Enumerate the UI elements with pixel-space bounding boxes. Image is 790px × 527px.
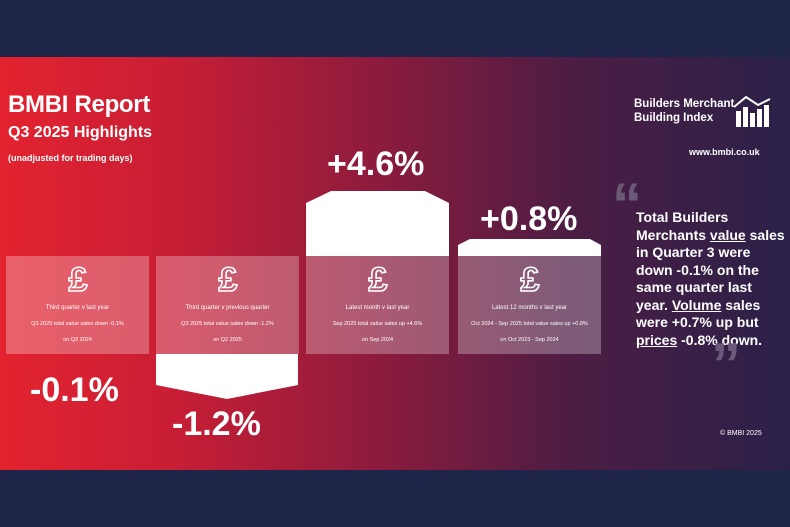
close-quote-mark: ” — [711, 331, 741, 398]
bmbi-logo: Builders Merchant Building Index — [634, 95, 771, 127]
copyright-text: © BMBI 2025 — [720, 430, 762, 437]
card-latest-month: £ Latest month v last year Sep 2025 tota… — [306, 256, 449, 354]
card-quarter-vs-last-year: £ Third quarter v last year Q3 2025 tota… — [6, 256, 149, 354]
card-description: Sep 2025 total value sales up +4.6% — [332, 321, 423, 327]
svg-text:£: £ — [68, 262, 87, 298]
report-subtitle: Q3 2025 Highlights — [8, 124, 153, 141]
pound-icon: £ — [306, 260, 449, 303]
down-arrow-previous-quarter — [156, 354, 298, 399]
card-description: Q3 2025 total value sales down -1.2% — [181, 321, 274, 327]
arrow-shapes — [156, 191, 601, 399]
pound-icon: £ — [156, 260, 299, 303]
website-link[interactable]: www.bmbi.co.uk — [689, 147, 760, 157]
value-latest-month: +4.6% — [327, 145, 425, 183]
up-arrow-latest-12-months — [458, 239, 601, 256]
hero-panel: BMBI Report Q3 2025 Highlights (unadjust… — [0, 57, 790, 470]
trading-days-note: (unadjusted for trading days) — [8, 153, 133, 163]
value-quarter-vs-last-year: -0.1% — [30, 371, 119, 409]
card-label: Third quarter v last year — [45, 305, 110, 311]
card-description: Oct 2024 - Sep 2025 total value sales up… — [471, 321, 588, 327]
pound-icon: £ — [458, 260, 601, 303]
card-label: Third quarter v previous quarter — [185, 305, 270, 311]
logo-line-2: Building Index — [634, 112, 714, 124]
card-comparison: on Q2 2025 — [213, 337, 242, 343]
pound-icon: £ — [6, 260, 149, 303]
card-latest-12-months: £ Latest 12 months v last year Oct 2024 … — [458, 256, 601, 354]
card-label: Latest month v last year — [345, 305, 410, 311]
logo-line-1: Builders Merchant — [634, 98, 735, 110]
report-title: BMBI Report — [8, 91, 151, 118]
svg-text:£: £ — [218, 262, 237, 298]
up-arrow-latest-month — [306, 191, 449, 256]
card-description: Q3 2025 total value sales down -0.1% — [31, 321, 124, 327]
value-quarter-vs-previous: -1.2% — [172, 405, 261, 443]
top-band — [0, 0, 790, 57]
building-icon — [733, 95, 771, 127]
svg-text:£: £ — [368, 262, 387, 298]
card-comparison: on Oct 2023 - Sep 2024 — [500, 337, 559, 343]
card-quarter-vs-previous: £ Third quarter v previous quarter Q3 20… — [156, 256, 299, 354]
bottom-band — [0, 470, 790, 527]
summary-quote: Total Builders Merchants value sales in … — [636, 209, 785, 348]
svg-text:£: £ — [520, 262, 539, 298]
card-label: Latest 12 months v last year — [491, 305, 568, 311]
card-comparison: on Q3 2024 — [63, 337, 92, 343]
open-quote-mark: “ — [612, 171, 642, 238]
card-comparison: on Sep 2024 — [361, 337, 394, 343]
value-latest-12-months: +0.8% — [480, 200, 578, 238]
